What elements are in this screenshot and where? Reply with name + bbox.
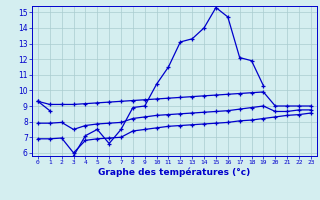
X-axis label: Graphe des températures (°c): Graphe des températures (°c)	[98, 168, 251, 177]
